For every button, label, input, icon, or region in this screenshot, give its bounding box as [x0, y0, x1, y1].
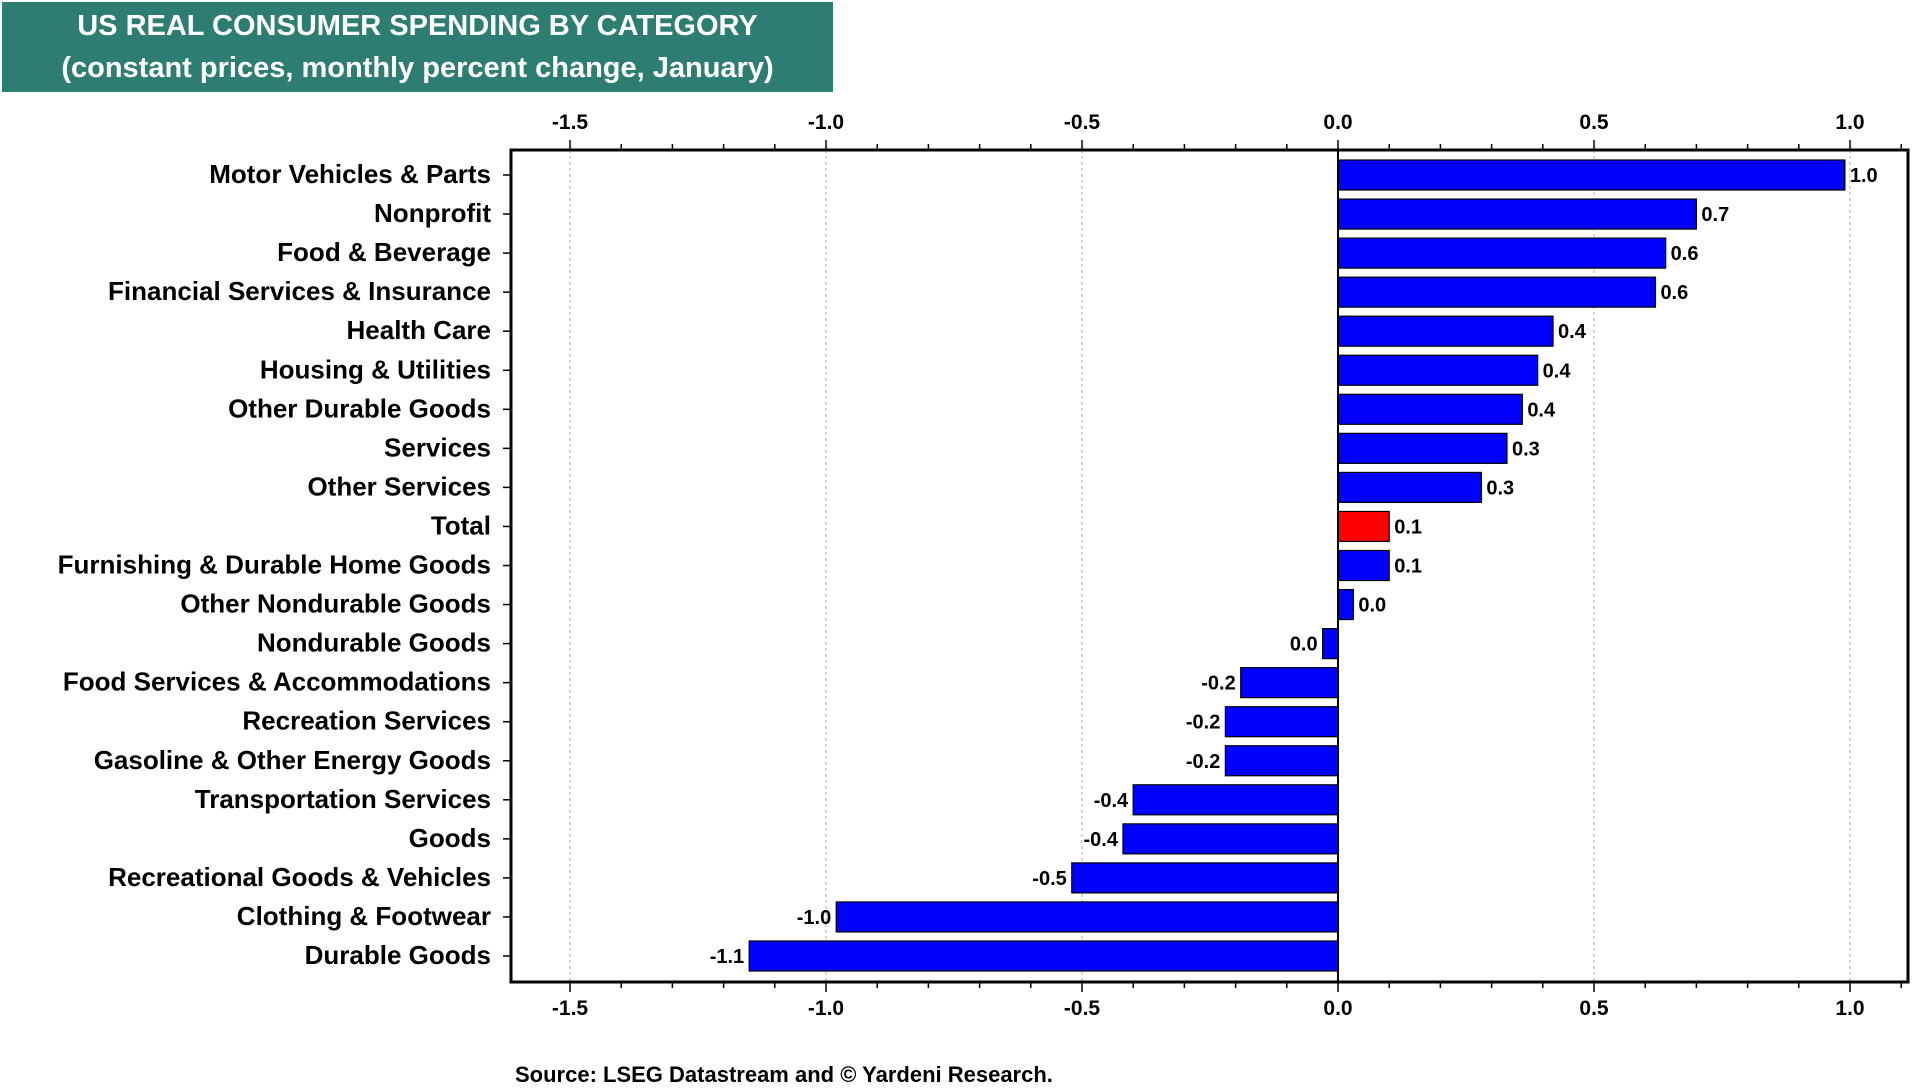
category-label: Nonprofit — [374, 198, 491, 228]
data-label: 0.4 — [1527, 399, 1556, 421]
top-tick-label: -1.5 — [552, 111, 589, 134]
bar-financial-services-insurance — [1337, 276, 1657, 308]
bar-recreation-services — [1224, 706, 1339, 738]
data-label: -0.4 — [1094, 790, 1129, 812]
data-label: 0.0 — [1358, 595, 1386, 617]
data-label: 0.6 — [1671, 243, 1699, 265]
bar-recreational-goods-vehicles — [1071, 862, 1339, 894]
data-label: 0.3 — [1486, 477, 1514, 499]
chart-title: US REAL CONSUMER SPENDING BY CATEGORY — [77, 10, 758, 42]
category-label: Other Nondurable Goods — [180, 589, 491, 619]
chart-subtitle: (constant prices, monthly percent change… — [61, 52, 774, 84]
category-label: Gasoline & Other Energy Goods — [94, 745, 491, 775]
category-label: Housing & Utilities — [260, 354, 491, 384]
bar-motor-vehicles-parts — [1337, 159, 1846, 191]
data-label: -0.2 — [1186, 751, 1220, 773]
bar-total — [1337, 510, 1390, 543]
data-label: 1.0 — [1850, 165, 1878, 187]
top-tick-label: -0.5 — [1064, 111, 1101, 134]
category-label: Durable Goods — [305, 940, 491, 970]
data-label: -0.4 — [1083, 829, 1118, 851]
bar-other-durable-goods — [1337, 393, 1523, 425]
data-label: 0.7 — [1701, 204, 1729, 226]
data-label: -0.2 — [1201, 673, 1235, 695]
bottom-tick-label: 1.0 — [1835, 997, 1864, 1020]
top-tick-label: 1.0 — [1835, 111, 1864, 134]
data-label: 0.1 — [1394, 516, 1422, 538]
bar-clothing-footwear — [835, 901, 1339, 933]
category-label: Motor Vehicles & Parts — [209, 159, 491, 189]
bar-other-services — [1337, 471, 1482, 503]
bar-transportation-services — [1132, 784, 1339, 816]
top-tick-label: 0.5 — [1579, 111, 1609, 134]
bar-housing-utilities — [1337, 354, 1539, 386]
category-label: Transportation Services — [195, 784, 491, 814]
category-label: Clothing & Footwear — [237, 901, 491, 931]
bar-food-services-accommodations — [1240, 667, 1339, 699]
bar-services — [1337, 432, 1508, 464]
category-label: Recreational Goods & Vehicles — [108, 862, 491, 892]
category-label: Health Care — [347, 315, 492, 345]
bar-goods — [1122, 823, 1339, 855]
category-label: Food Services & Accommodations — [63, 667, 491, 697]
data-label: -1.0 — [797, 907, 831, 929]
bar-furnishing-durable-home-goods — [1337, 549, 1390, 582]
category-label: Services — [384, 432, 491, 462]
plot-frame — [509, 148, 1910, 984]
bar-food-beverage — [1337, 237, 1667, 269]
source-note: Source: LSEG Datastream and © Yardeni Re… — [515, 1062, 1053, 1087]
top-tick-label: 0.0 — [1323, 111, 1352, 134]
bottom-tick-label: -0.5 — [1064, 997, 1101, 1020]
category-label: Financial Services & Insurance — [108, 276, 491, 306]
category-label: Goods — [409, 823, 491, 853]
data-label: 0.6 — [1660, 282, 1688, 304]
data-label: -0.5 — [1032, 868, 1066, 890]
category-label: Furnishing & Durable Home Goods — [58, 550, 491, 580]
bar-durable-goods — [748, 940, 1339, 972]
data-label: 0.1 — [1394, 556, 1422, 578]
chart-title-box: US REAL CONSUMER SPENDING BY CATEGORY (c… — [2, 2, 833, 92]
category-label: Total — [431, 510, 491, 540]
data-label: 0.3 — [1512, 438, 1540, 460]
category-label: Other Services — [307, 471, 491, 501]
data-label: -0.2 — [1186, 712, 1220, 734]
bar-health-care — [1337, 315, 1554, 347]
category-label: Recreation Services — [242, 706, 491, 736]
category-label: Food & Beverage — [277, 237, 491, 267]
bar-nondurable-goods — [1322, 627, 1339, 660]
category-label: Nondurable Goods — [257, 628, 491, 658]
category-label: Other Durable Goods — [228, 393, 491, 423]
data-label: -1.1 — [710, 946, 744, 968]
bottom-tick-label: -1.5 — [552, 997, 589, 1020]
data-label: 0.4 — [1543, 360, 1572, 382]
bar-gasoline-other-energy-goods — [1224, 745, 1339, 777]
bar-other-nondurable-goods — [1337, 588, 1354, 621]
top-tick-label: -1.0 — [808, 111, 844, 134]
bottom-tick-label: -1.0 — [808, 997, 844, 1020]
data-label: 0.0 — [1290, 634, 1318, 656]
data-label: 0.4 — [1558, 321, 1587, 343]
bottom-tick-label: 0.0 — [1323, 997, 1352, 1020]
bottom-tick-label: 0.5 — [1579, 997, 1609, 1020]
bar-nonprofit — [1337, 198, 1697, 230]
